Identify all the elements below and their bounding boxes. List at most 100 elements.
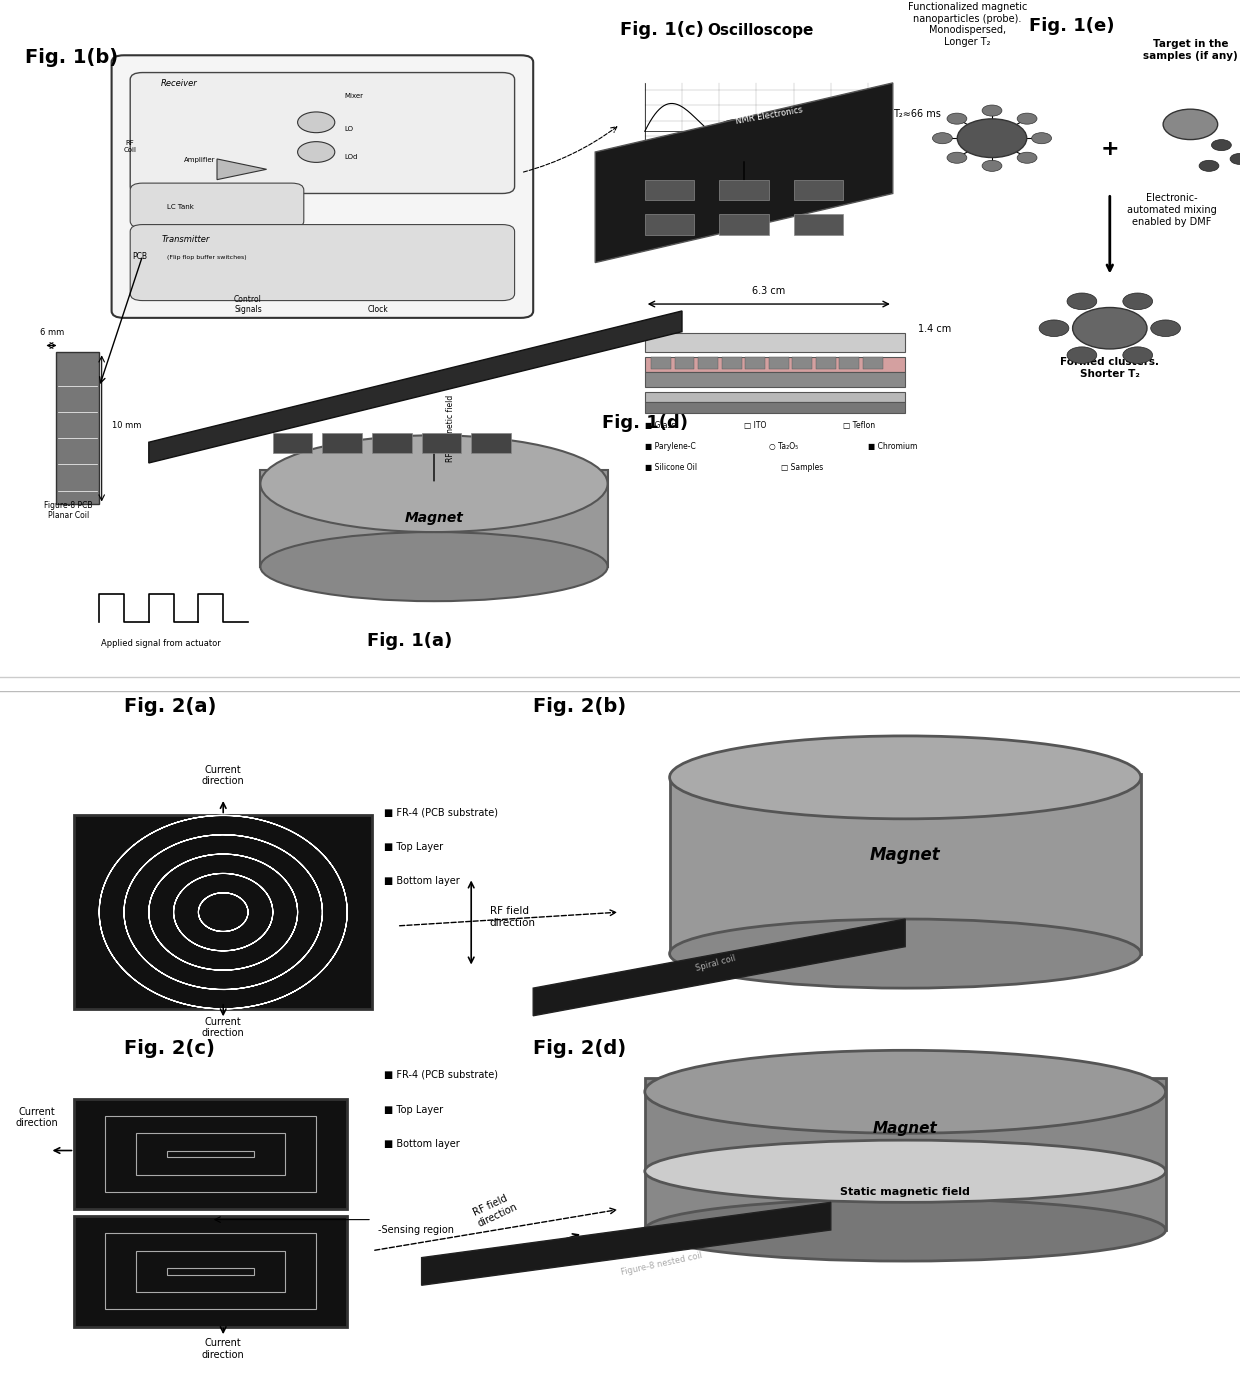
Text: Fig. 2(d): Fig. 2(d) (533, 1039, 626, 1057)
Text: T₂≈66 ms: T₂≈66 ms (893, 109, 941, 119)
Bar (863, 357, 883, 369)
Circle shape (1032, 133, 1052, 144)
Text: Amplifier: Amplifier (184, 158, 215, 163)
Ellipse shape (645, 1140, 1166, 1202)
Text: ■ FR-4 (PCB substrate): ■ FR-4 (PCB substrate) (384, 1070, 498, 1079)
Circle shape (1066, 347, 1097, 363)
Text: RF
Coil: RF Coil (124, 140, 136, 153)
Bar (769, 357, 789, 369)
Text: Fig. 2(c): Fig. 2(c) (124, 1039, 215, 1057)
Circle shape (957, 119, 1027, 158)
Bar (167, 1269, 254, 1274)
Circle shape (932, 133, 952, 144)
Bar (422, 434, 461, 453)
Text: NMR Electronics: NMR Electronics (734, 105, 804, 126)
Circle shape (1122, 293, 1153, 310)
Circle shape (1211, 140, 1231, 151)
Text: Current
direction: Current direction (202, 1017, 244, 1038)
Bar (74, 1216, 347, 1327)
Text: LOd: LOd (345, 153, 358, 160)
Text: Fig. 1(c): Fig. 1(c) (620, 21, 704, 39)
Bar (56, 352, 99, 504)
Circle shape (1151, 321, 1180, 336)
Text: RF field
direction: RF field direction (490, 907, 536, 927)
Text: -Sensing region: -Sensing region (378, 1226, 454, 1236)
Bar (167, 1150, 254, 1158)
Circle shape (1066, 293, 1097, 310)
Circle shape (1163, 109, 1218, 140)
Bar (645, 357, 905, 372)
Ellipse shape (645, 1050, 1166, 1133)
Text: Fig. 1(b): Fig. 1(b) (25, 48, 118, 68)
Ellipse shape (645, 1198, 1166, 1260)
Text: Static magnetic field: Static magnetic field (841, 1187, 970, 1197)
Text: Spiral coil: Spiral coil (694, 954, 737, 973)
Bar (792, 357, 812, 369)
Bar (645, 214, 694, 235)
Text: Fig. 1(e): Fig. 1(e) (1029, 17, 1115, 35)
Bar (74, 1099, 347, 1209)
Bar (719, 180, 769, 200)
Bar (794, 214, 843, 235)
Circle shape (982, 160, 1002, 171)
Bar (722, 357, 742, 369)
Text: Functionalized magnetic
nanoparticles (probe).
Monodispersed,
Longer T₂: Functionalized magnetic nanoparticles (p… (908, 3, 1027, 47)
Text: 10 mm: 10 mm (112, 422, 141, 430)
Polygon shape (422, 1202, 831, 1285)
Bar (839, 357, 859, 369)
Bar (136, 1251, 285, 1292)
Circle shape (1017, 152, 1037, 163)
Bar (471, 434, 511, 453)
Bar (260, 470, 608, 567)
Ellipse shape (260, 435, 608, 532)
Text: LO: LO (345, 126, 353, 133)
Text: 6.3 cm: 6.3 cm (753, 286, 785, 296)
FancyBboxPatch shape (112, 55, 533, 318)
Bar (816, 357, 836, 369)
Text: Fig. 1(a): Fig. 1(a) (367, 632, 451, 650)
Text: ■ Chromium: ■ Chromium (868, 442, 918, 451)
Text: Electronic-
automated mixing
enabled by DMF: Electronic- automated mixing enabled by … (1127, 193, 1216, 227)
Text: Figure-8 nested coil: Figure-8 nested coil (620, 1251, 703, 1277)
Text: Control
Signals: Control Signals (234, 294, 262, 314)
Text: ■ Top Layer: ■ Top Layer (384, 842, 444, 851)
Text: Magnet: Magnet (869, 846, 941, 864)
Bar (794, 180, 843, 200)
Text: Target in the
samples (if any): Target in the samples (if any) (1143, 39, 1238, 61)
Text: Fig. 1(d): Fig. 1(d) (601, 415, 688, 433)
Polygon shape (595, 83, 893, 263)
FancyBboxPatch shape (130, 184, 304, 228)
Bar (273, 434, 312, 453)
Bar (74, 815, 372, 1009)
Ellipse shape (670, 735, 1141, 818)
Text: +: + (1100, 140, 1120, 159)
Text: Transmitter: Transmitter (161, 235, 210, 243)
Text: Applied signal from actuator: Applied signal from actuator (102, 638, 221, 648)
Text: ■ FR-4 (PCB substrate): ■ FR-4 (PCB substrate) (384, 807, 498, 817)
Text: 1.4 cm: 1.4 cm (918, 323, 951, 333)
Text: Current
direction: Current direction (202, 1338, 244, 1360)
Bar (372, 434, 412, 453)
Circle shape (1039, 321, 1069, 336)
Text: □ Samples: □ Samples (781, 463, 823, 471)
Text: ■ Parylene-C: ■ Parylene-C (645, 442, 696, 451)
Text: Figure-8 PCB
Planar Coil: Figure-8 PCB Planar Coil (43, 500, 93, 520)
Bar (675, 357, 694, 369)
Polygon shape (533, 919, 905, 1016)
Text: ■ Silicone Oil: ■ Silicone Oil (645, 463, 697, 471)
Text: ■ Bottom layer: ■ Bottom layer (384, 1139, 460, 1148)
Text: ■ Top Layer: ■ Top Layer (384, 1104, 444, 1114)
Bar (670, 774, 1141, 954)
Polygon shape (217, 159, 267, 180)
Circle shape (298, 112, 335, 133)
Ellipse shape (670, 919, 1141, 988)
Text: Formed clusters.
Shorter T₂: Formed clusters. Shorter T₂ (1060, 357, 1159, 379)
Text: Current
direction: Current direction (16, 1107, 58, 1128)
Text: Fig. 2(a): Fig. 2(a) (124, 697, 216, 716)
Circle shape (1230, 153, 1240, 164)
Text: Fig. 2(b): Fig. 2(b) (533, 697, 626, 716)
Bar (645, 333, 905, 352)
FancyBboxPatch shape (130, 225, 515, 301)
Bar (105, 1117, 316, 1191)
Text: RF field
direction: RF field direction (471, 1191, 520, 1229)
